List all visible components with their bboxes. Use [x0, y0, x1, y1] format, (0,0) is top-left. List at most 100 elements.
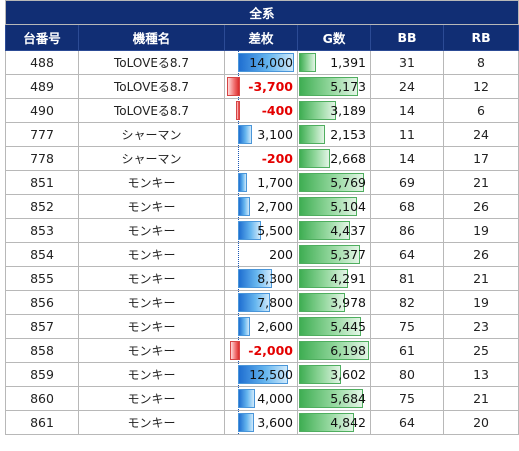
diff-cell: 200	[224, 242, 298, 267]
table-row[interactable]: 488 ToLOVEる8.7 14,000 1,391 31 8	[5, 50, 519, 75]
diff-positive-bar	[238, 413, 254, 432]
rb-cell: 23	[442, 314, 519, 339]
games-cell: 3,978	[297, 290, 371, 315]
table-row[interactable]: 859 モンキー 12,500 3,602 80 13	[5, 362, 519, 387]
table-row[interactable]: 858 モンキー -2,000 6,198 61 25	[5, 338, 519, 363]
header-diff[interactable]: 差枚	[224, 24, 298, 51]
rb-cell: 20	[442, 410, 519, 435]
table-row[interactable]: 490 ToLOVEる8.7 -400 3,189 14 6	[5, 98, 519, 123]
bb-cell: 68	[370, 194, 444, 219]
diff-value: 14,000	[249, 55, 293, 70]
model-name-cell: モンキー	[78, 218, 225, 243]
games-bar	[299, 413, 354, 432]
diff-cell: -400	[224, 98, 298, 123]
table-title: 全系	[4, 0, 519, 25]
games-value: 3,189	[330, 103, 366, 118]
model-name-cell: モンキー	[78, 386, 225, 411]
bb-cell: 75	[370, 314, 444, 339]
table-row[interactable]: 852 モンキー 2,700 5,104 68 26	[5, 194, 519, 219]
rb-cell: 21	[442, 266, 519, 291]
diff-positive-bar	[238, 53, 294, 72]
games-bar	[299, 341, 369, 360]
diff-value: 12,500	[249, 367, 293, 382]
bb-cell: 80	[370, 362, 444, 387]
games-value: 5,769	[330, 175, 366, 190]
games-value: 5,684	[330, 391, 366, 406]
header-bb[interactable]: BB	[370, 24, 444, 51]
games-cell: 6,198	[297, 338, 371, 363]
header-model[interactable]: 機種名	[78, 24, 225, 51]
rb-cell: 25	[442, 338, 519, 363]
games-bar	[299, 101, 336, 120]
diff-cell: 8,300	[224, 266, 298, 291]
header-games[interactable]: G数	[297, 24, 371, 51]
diff-positive-bar	[238, 125, 252, 144]
diff-value: 200	[269, 247, 293, 262]
diff-value: -3,700	[248, 79, 293, 94]
games-bar	[299, 269, 348, 288]
table-row[interactable]: 853 モンキー 5,500 4,437 86 19	[5, 218, 519, 243]
model-name-cell: モンキー	[78, 314, 225, 339]
diff-cell: 5,500	[224, 218, 298, 243]
diff-value: 3,100	[257, 127, 293, 142]
bb-cell: 24	[370, 74, 444, 99]
games-value: 5,173	[330, 79, 366, 94]
bb-cell: 14	[370, 98, 444, 123]
games-value: 4,842	[330, 415, 366, 430]
table-row[interactable]: 855 モンキー 8,300 4,291 81 21	[5, 266, 519, 291]
diff-positive-bar	[238, 269, 272, 288]
diff-cell: 1,700	[224, 170, 298, 195]
games-value: 4,437	[330, 223, 366, 238]
model-name-cell: シャーマン	[78, 146, 225, 171]
diff-cell: 2,700	[224, 194, 298, 219]
diff-positive-bar	[238, 317, 250, 336]
games-cell: 2,153	[297, 122, 371, 147]
model-name-cell: モンキー	[78, 362, 225, 387]
games-cell: 5,377	[297, 242, 371, 267]
model-name-cell: モンキー	[78, 266, 225, 291]
diff-cell: 3,100	[224, 122, 298, 147]
games-bar	[299, 53, 316, 72]
diff-cell: 14,000	[224, 50, 298, 75]
machine-no-cell: 861	[5, 410, 79, 435]
bb-cell: 11	[370, 122, 444, 147]
table-row[interactable]: 861 モンキー 3,600 4,842 64 20	[5, 410, 519, 435]
diff-cell: -2,000	[224, 338, 298, 363]
table-row[interactable]: 489 ToLOVEる8.7 -3,700 5,173 24 12	[5, 74, 519, 99]
table-row[interactable]: 851 モンキー 1,700 5,769 69 21	[5, 170, 519, 195]
machine-no-cell: 858	[5, 338, 79, 363]
table-row[interactable]: 854 モンキー 200 5,377 64 26	[5, 242, 519, 267]
diff-cell: 12,500	[224, 362, 298, 387]
bb-cell: 14	[370, 146, 444, 171]
table-body: 488 ToLOVEる8.7 14,000 1,391 31 8 489 ToLOVEる8.7…	[5, 50, 519, 435]
diff-value: 3,600	[257, 415, 293, 430]
table-row[interactable]: 856 モンキー 7,800 3,978 82 19	[5, 290, 519, 315]
rb-cell: 12	[442, 74, 519, 99]
model-name-cell: モンキー	[78, 338, 225, 363]
table-row[interactable]: 778 シャーマン -200 2,668 14 17	[5, 146, 519, 171]
rb-cell: 19	[442, 218, 519, 243]
table-row[interactable]: 777 シャーマン 3,100 2,153 11 24	[5, 122, 519, 147]
bb-cell: 81	[370, 266, 444, 291]
header-rb[interactable]: RB	[442, 24, 519, 51]
header-machine-no[interactable]: 台番号	[5, 24, 79, 51]
games-bar	[299, 245, 360, 264]
games-value: 3,602	[330, 367, 366, 382]
games-bar	[299, 77, 358, 96]
table-row[interactable]: 860 モンキー 4,000 5,684 75 21	[5, 386, 519, 411]
model-name-cell: モンキー	[78, 194, 225, 219]
games-cell: 2,668	[297, 146, 371, 171]
machine-no-cell: 777	[5, 122, 79, 147]
games-bar	[299, 221, 350, 240]
machine-no-cell: 856	[5, 290, 79, 315]
games-bar	[299, 293, 345, 312]
model-name-cell: モンキー	[78, 290, 225, 315]
machine-no-cell: 853	[5, 218, 79, 243]
diff-value: 2,600	[257, 319, 293, 334]
bb-cell: 82	[370, 290, 444, 315]
diff-negative-bar	[227, 77, 240, 96]
table-row[interactable]: 857 モンキー 2,600 5,445 75 23	[5, 314, 519, 339]
diff-positive-bar	[238, 389, 255, 408]
rb-cell: 26	[442, 242, 519, 267]
